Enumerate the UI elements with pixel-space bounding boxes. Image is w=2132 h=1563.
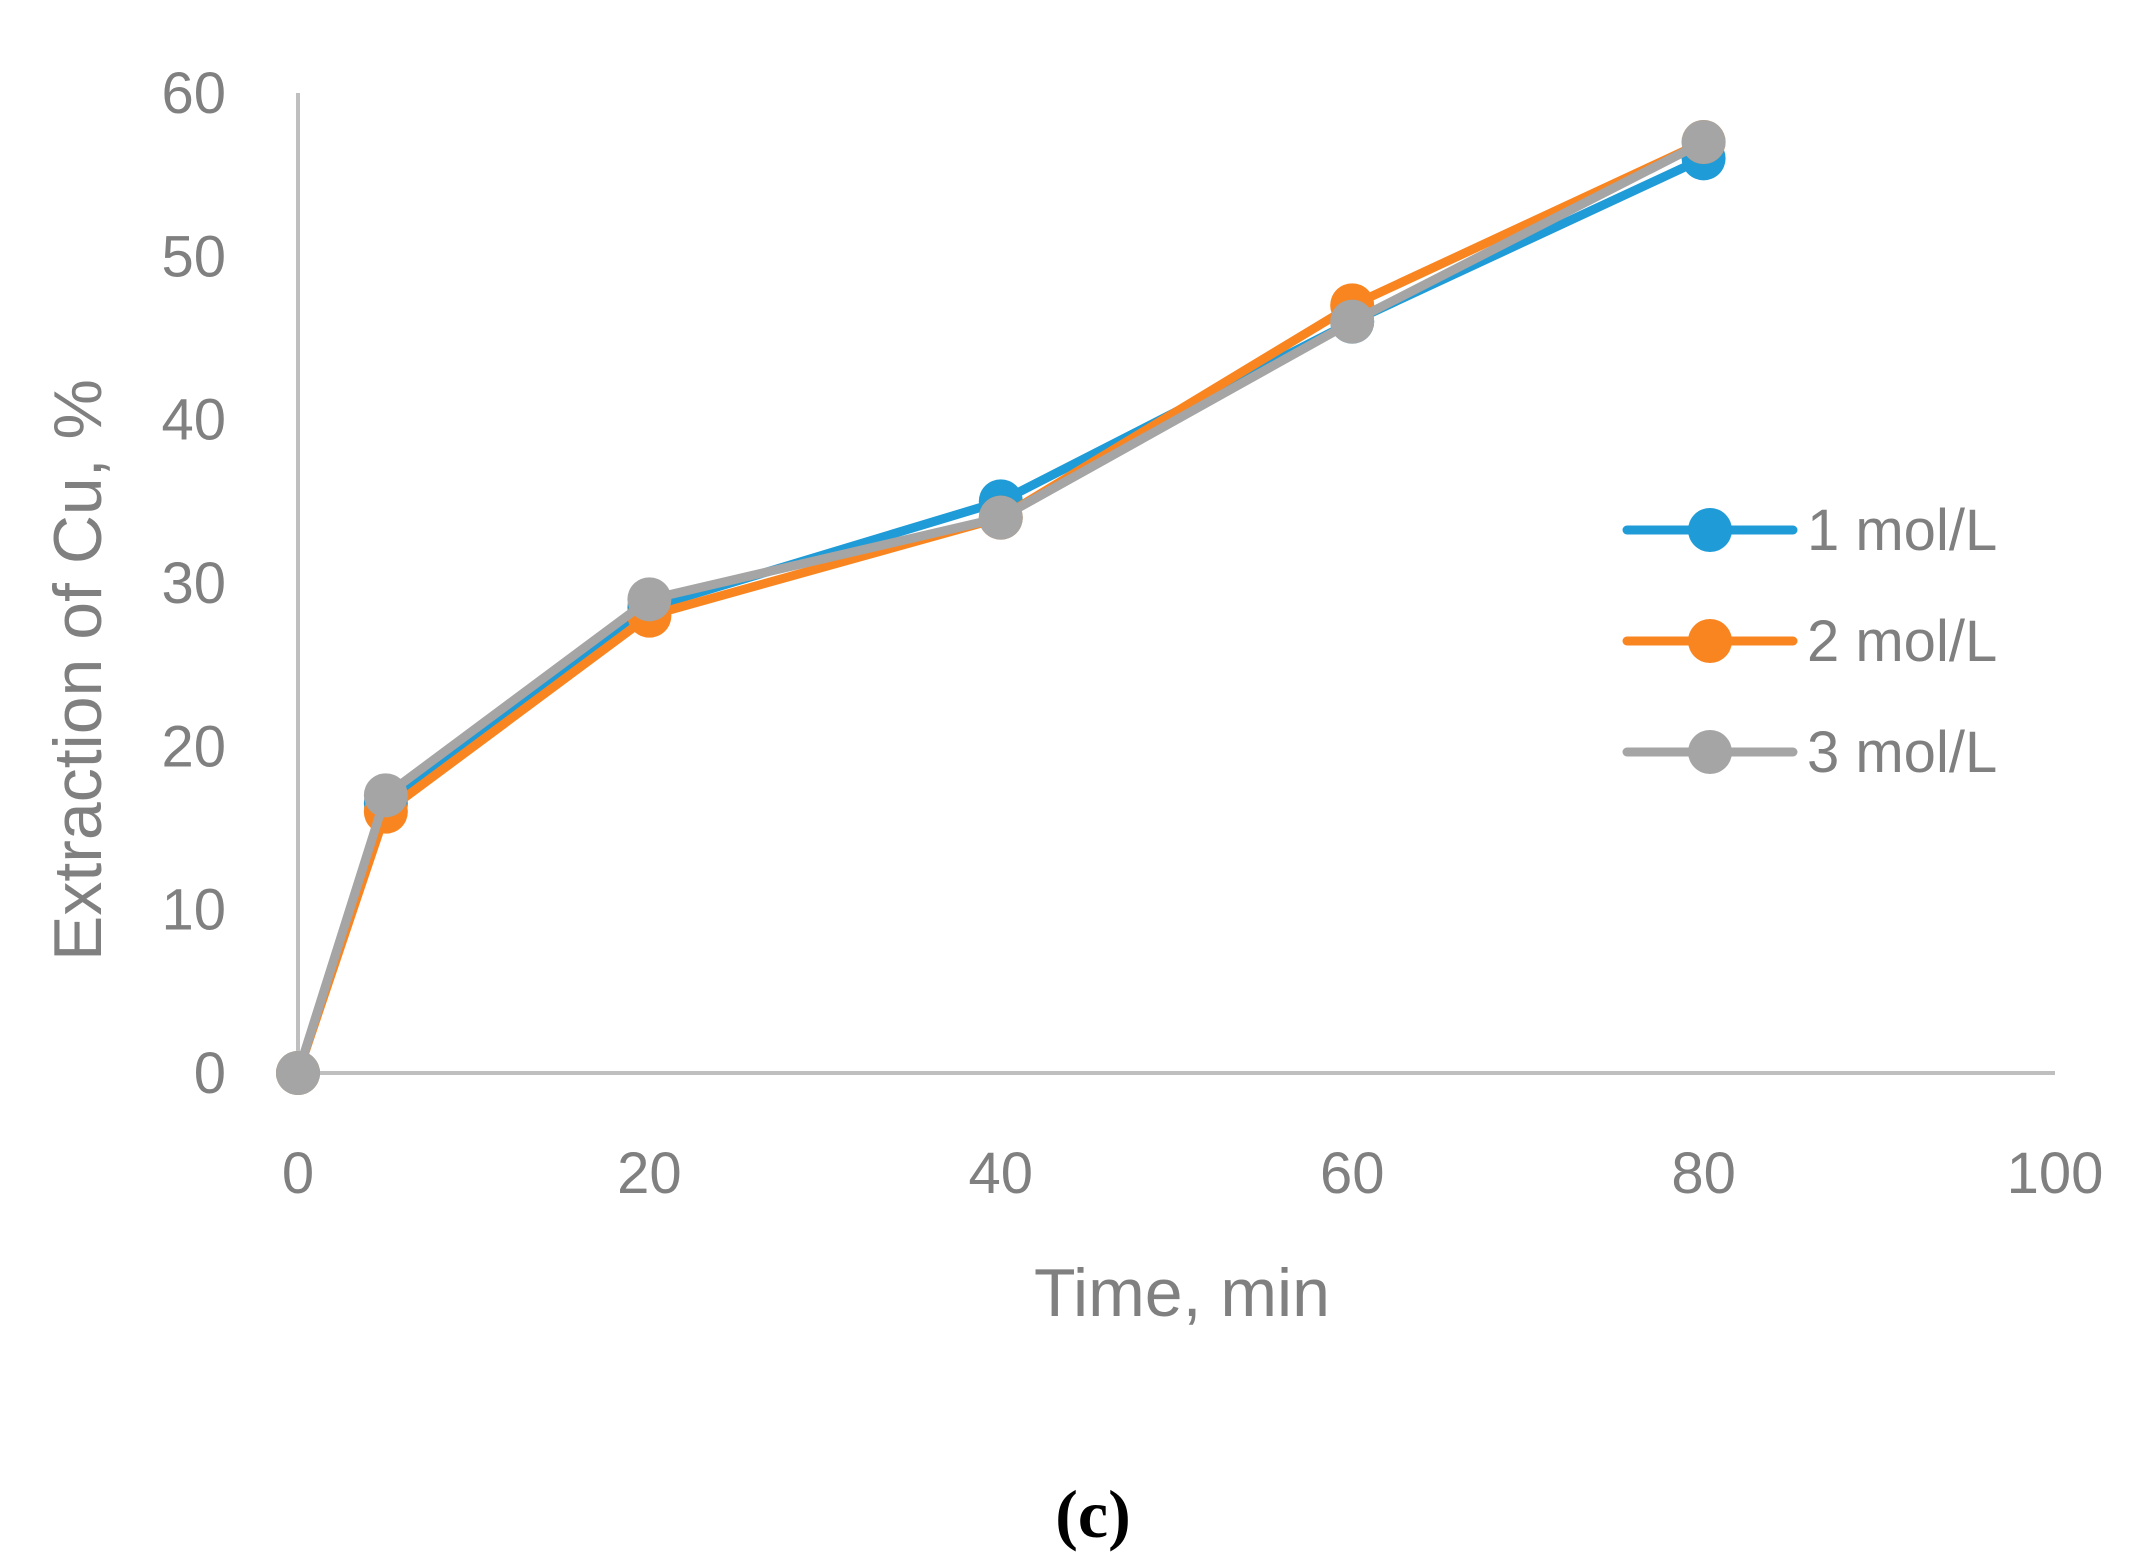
legend-marker — [1688, 508, 1732, 552]
y-tick-label: 20 — [161, 714, 226, 779]
legend-item: 3 mol/L — [1622, 720, 1997, 785]
series-line — [293, 137, 1709, 1078]
legend-label: 2 mol/L — [1807, 609, 1997, 674]
data-point — [1681, 120, 1726, 164]
series-1 — [276, 136, 1726, 1095]
x-tick-label: 80 — [1671, 1141, 1736, 1206]
series-3 — [276, 120, 1726, 1095]
data-point — [627, 577, 672, 622]
figure-caption: (c) — [1055, 1476, 1130, 1552]
y-tick-label: 40 — [161, 388, 226, 453]
legend-item: 2 mol/L — [1622, 609, 1997, 674]
x-tick-label: 0 — [282, 1141, 314, 1206]
x-tick-label: 100 — [2007, 1141, 2104, 1206]
legend-marker — [1688, 619, 1732, 663]
x-tick-label: 60 — [1320, 1141, 1385, 1206]
x-tick-label: 20 — [617, 1141, 682, 1206]
series-line — [293, 153, 1709, 1078]
y-tick-label: 50 — [161, 224, 226, 289]
series-2 — [276, 120, 1726, 1095]
x-tick-label: 40 — [969, 1141, 1034, 1206]
legend-marker — [1688, 730, 1732, 774]
legend-item: 1 mol/L — [1622, 498, 1997, 563]
legend-label: 1 mol/L — [1807, 498, 1997, 563]
x-axis-title: Time, min — [1034, 1255, 1330, 1331]
y-tick-label: 10 — [161, 878, 226, 943]
data-point — [1330, 299, 1375, 344]
series-line — [293, 137, 1709, 1078]
data-point — [978, 495, 1023, 540]
legend-label: 3 mol/L — [1807, 720, 1997, 785]
y-axis-title: Extraction of Cu, % — [40, 379, 116, 961]
data-point — [363, 773, 408, 818]
y-tick-label: 0 — [194, 1041, 226, 1106]
y-tick-label: 30 — [161, 551, 226, 616]
data-point — [276, 1051, 320, 1095]
y-tick-label: 60 — [161, 61, 226, 126]
